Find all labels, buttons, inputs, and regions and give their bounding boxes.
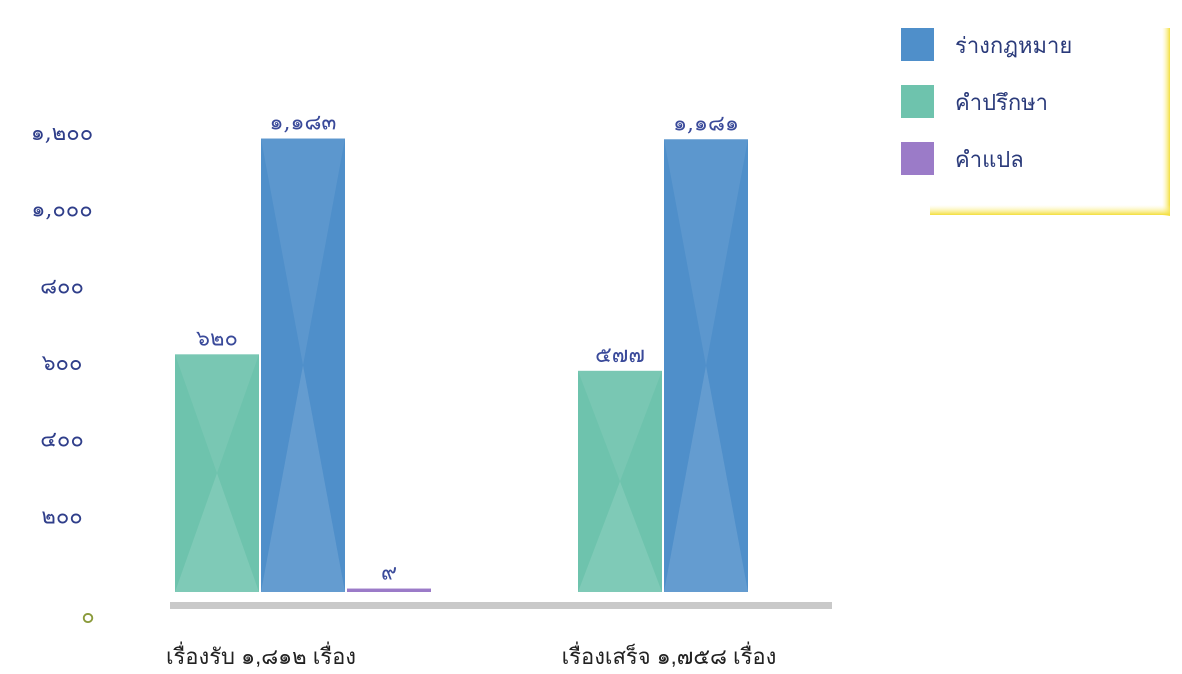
y-tick-label: ๑,๐๐๐ xyxy=(31,198,92,223)
bar-shading xyxy=(578,481,662,592)
category-label: เรื่องเสร็จ ๑,๗๕๘ เรื่อง xyxy=(562,641,777,669)
data-label: ๑,๑๘๑ xyxy=(673,111,739,136)
bar-shading xyxy=(261,138,345,366)
bar-shading xyxy=(664,139,748,366)
legend-swatch xyxy=(901,142,934,175)
legend-swatch xyxy=(901,85,934,118)
bar-shading xyxy=(578,370,662,482)
category-label: เรื่องรับ ๑,๘๑๒ เรื่อง xyxy=(166,641,356,669)
legend-label: คำแปล xyxy=(955,147,1024,172)
data-label: ๖๒๐ xyxy=(196,326,238,351)
bar-shading xyxy=(664,365,748,592)
legend-label: ร่างกฎหมาย xyxy=(955,33,1072,58)
y-tick-label: ๑,๒๐๐ xyxy=(31,121,93,146)
bar-shading xyxy=(175,473,259,592)
bar-shading xyxy=(175,354,259,474)
y-tick-label: ๖๐๐ xyxy=(42,351,83,376)
legend-frame xyxy=(930,28,1170,216)
y-tick-label: ๒๐๐ xyxy=(41,504,82,529)
bar-shading xyxy=(261,365,345,592)
y-tick-label: ๘๐๐ xyxy=(40,274,84,299)
bar xyxy=(175,354,259,592)
y-tick-label: ๐ xyxy=(81,604,94,629)
bar xyxy=(578,370,662,592)
y-tick-label: ๔๐๐ xyxy=(40,428,84,453)
data-label: ๑,๑๘๓ xyxy=(270,111,337,136)
legend-swatch xyxy=(901,28,934,61)
data-label: ๕๗๗ xyxy=(595,343,645,368)
bar xyxy=(347,588,431,592)
data-label: ๙ xyxy=(381,561,397,586)
legend-label: คำปรึกษา xyxy=(955,90,1048,115)
bar xyxy=(664,139,748,593)
x-axis-baseline xyxy=(170,602,832,609)
bar xyxy=(261,138,345,592)
